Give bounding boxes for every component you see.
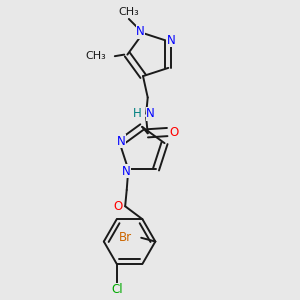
Text: N: N [136,25,145,38]
Text: H: H [133,107,142,120]
Text: N: N [117,135,126,148]
Text: Cl: Cl [111,283,122,296]
Text: N: N [122,165,130,178]
Text: N: N [146,107,155,120]
Text: O: O [169,125,179,139]
Text: Br: Br [119,231,132,244]
Text: CH₃: CH₃ [118,7,139,17]
Text: CH₃: CH₃ [85,51,106,61]
Text: N: N [167,34,175,46]
Text: O: O [113,200,122,213]
